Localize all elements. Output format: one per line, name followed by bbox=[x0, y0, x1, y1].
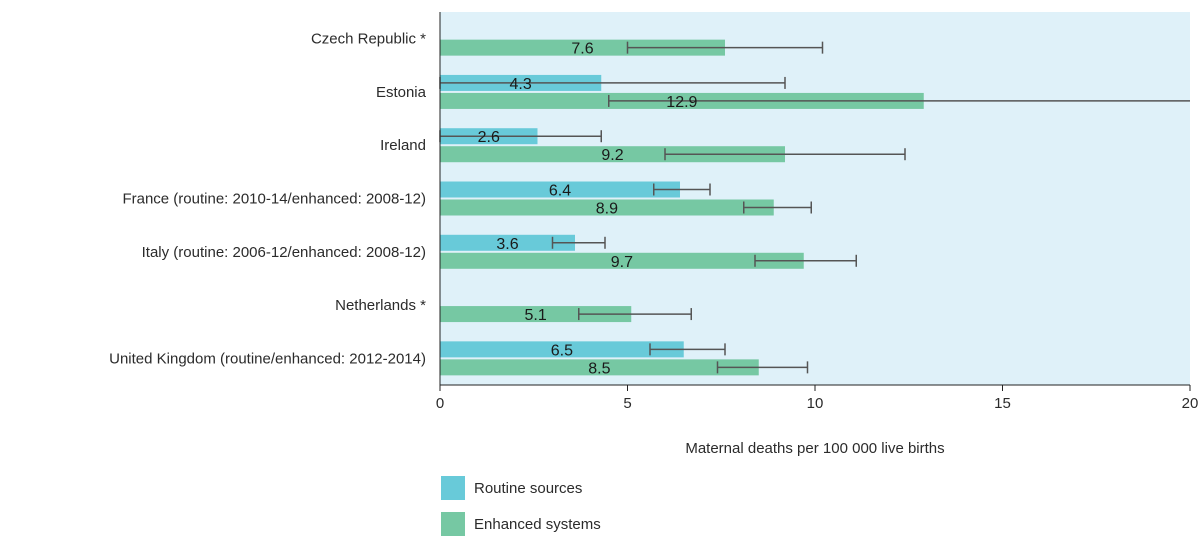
data-label: 6.4 bbox=[549, 183, 571, 200]
data-label: 4.3 bbox=[510, 76, 532, 93]
x-tick-label: 0 bbox=[436, 395, 444, 412]
data-label: 12.9 bbox=[666, 94, 697, 111]
x-tick-label: 5 bbox=[623, 395, 631, 412]
data-label: 9.7 bbox=[611, 254, 633, 271]
category-label: Czech Republic * bbox=[311, 31, 426, 48]
data-label: 5.1 bbox=[525, 307, 547, 324]
bar-enhanced bbox=[440, 146, 785, 163]
x-tick-label: 15 bbox=[994, 395, 1011, 412]
bar-enhanced bbox=[440, 39, 725, 56]
data-label: 9.2 bbox=[601, 147, 623, 164]
data-label: 3.6 bbox=[496, 236, 518, 253]
category-label: Netherlands * bbox=[335, 297, 426, 314]
category-label: United Kingdom (routine/enhanced: 2012-2… bbox=[109, 350, 426, 367]
bar-routine bbox=[440, 341, 684, 358]
category-label: Estonia bbox=[376, 84, 427, 101]
bar-enhanced bbox=[440, 199, 774, 216]
bar-enhanced bbox=[440, 306, 632, 323]
data-label: 7.6 bbox=[571, 41, 593, 58]
data-label: 8.9 bbox=[596, 201, 618, 218]
x-tick-label: 20 bbox=[1182, 395, 1199, 412]
legend-label-routine: Routine sources bbox=[474, 480, 583, 497]
x-axis-title: Maternal deaths per 100 000 live births bbox=[685, 440, 944, 457]
category-label: Ireland bbox=[380, 137, 426, 154]
bar-routine bbox=[440, 181, 680, 198]
legend-swatch-enhanced bbox=[441, 512, 465, 536]
x-tick-label: 10 bbox=[807, 395, 824, 412]
legend-label-enhanced: Enhanced systems bbox=[474, 516, 601, 533]
data-label: 6.5 bbox=[551, 342, 573, 359]
bar-routine bbox=[440, 234, 575, 251]
plot-area bbox=[440, 12, 1190, 385]
data-label: 2.6 bbox=[478, 129, 500, 146]
legend-swatch-routine bbox=[441, 476, 465, 500]
data-label: 8.5 bbox=[588, 360, 610, 377]
bar-enhanced bbox=[440, 252, 804, 269]
category-label: Italy (routine: 2006-12/enhanced: 2008-1… bbox=[142, 244, 426, 261]
bar-enhanced bbox=[440, 359, 759, 376]
category-label: France (routine: 2010-14/enhanced: 2008-… bbox=[122, 191, 426, 208]
